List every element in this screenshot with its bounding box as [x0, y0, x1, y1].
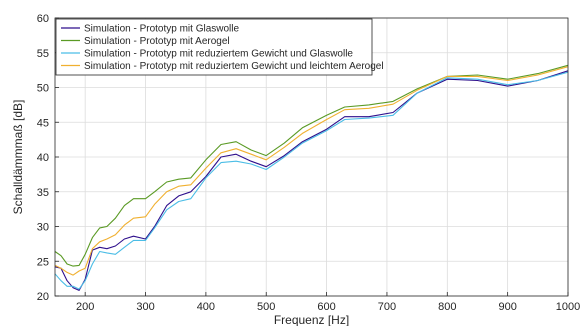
x-tick-label: 800 [438, 301, 456, 313]
series-line-4 [54, 66, 569, 276]
series-group [54, 64, 569, 291]
y-tick-label: 55 [37, 48, 49, 60]
x-tick-label: 700 [378, 301, 396, 313]
x-tick-label: 500 [257, 301, 275, 313]
y-tick-label: 40 [37, 152, 49, 164]
x-tick-label: 900 [498, 301, 516, 313]
y-tick-label: 60 [37, 13, 49, 25]
x-axis-ticks: 200 300 400 500 600 700 800 900 1000 [76, 292, 580, 313]
y-tick-label: 30 [37, 222, 49, 234]
legend-entry-label: Simulation - Prototyp mit reduziertem Ge… [84, 49, 353, 60]
series-line-3 [54, 71, 569, 290]
series-line-2 [54, 64, 569, 267]
legend: Simulation - Prototyp mit GlaswolleSimul… [55, 18, 384, 76]
legend-box [55, 18, 373, 76]
y-tick-label: 20 [37, 291, 49, 303]
y-tick-label: 35 [37, 187, 49, 199]
y-tick-label: 25 [37, 256, 49, 268]
y-axis-ticks: 20 25 30 35 40 45 50 55 60 [37, 13, 59, 303]
x-tick-label: 1000 [556, 301, 580, 313]
x-axis-label: Frequenz [Hz] [274, 313, 349, 326]
y-axis-label: Schalldämmmaß [dB] [11, 100, 25, 215]
x-tick-label: 400 [197, 301, 215, 313]
y-tick-label: 45 [37, 117, 49, 129]
x-tick-label: 600 [317, 301, 335, 313]
y-tick-label: 50 [37, 83, 49, 95]
legend-entry-label: Simulation - Prototyp mit reduziertem Ge… [84, 61, 384, 72]
x-tick-label: 300 [136, 301, 154, 313]
legend-entry-label: Simulation - Prototyp mit Glaswolle [84, 24, 239, 35]
legend-entry-label: Simulation - Prototyp mit Aerogel [84, 36, 230, 47]
series-line-1 [54, 70, 569, 291]
x-tick-label: 200 [76, 301, 94, 313]
